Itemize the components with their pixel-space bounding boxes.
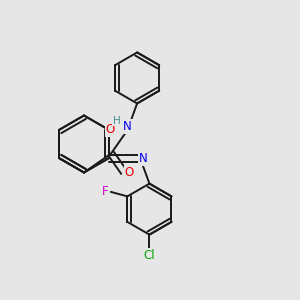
Text: O: O [125, 166, 134, 178]
Text: N: N [123, 120, 132, 133]
Text: N: N [139, 152, 148, 165]
Text: Cl: Cl [144, 248, 155, 262]
Text: O: O [106, 123, 115, 136]
Text: F: F [102, 185, 109, 198]
Text: H: H [113, 116, 121, 126]
